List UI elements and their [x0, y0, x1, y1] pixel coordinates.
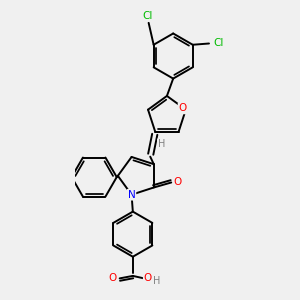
Text: O: O — [108, 273, 116, 283]
Text: O: O — [173, 177, 182, 187]
Text: O: O — [144, 273, 152, 284]
Text: Cl: Cl — [143, 11, 153, 21]
Text: H: H — [158, 139, 165, 149]
Text: Cl: Cl — [214, 38, 224, 49]
Text: H: H — [153, 276, 160, 286]
Text: N: N — [128, 190, 135, 200]
Text: O: O — [178, 103, 187, 113]
